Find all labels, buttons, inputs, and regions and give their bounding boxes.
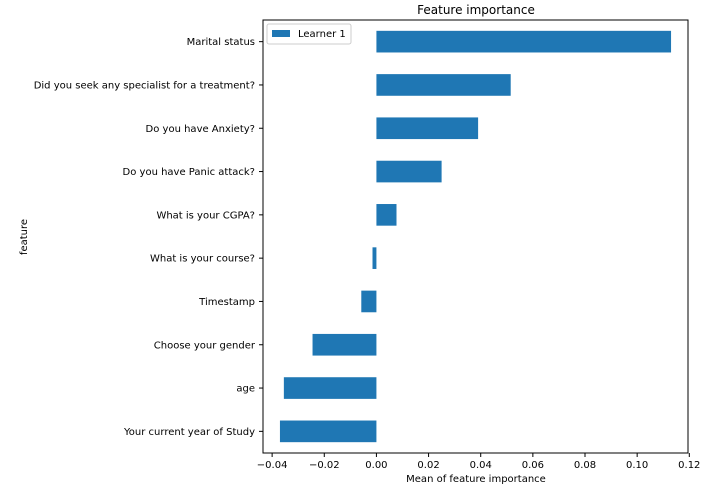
legend-label: Learner 1	[298, 29, 346, 40]
y-tick-label: What is your CGPA?	[156, 210, 255, 221]
y-tick-label: Did you seek any specialist for a treatm…	[34, 80, 255, 91]
bar-8	[283, 377, 377, 399]
bar-7	[312, 333, 377, 356]
x-axis-ticks: −0.04 −0.02 0.00 0.02 0.04 0.06 0.08 0.10 0.12	[257, 453, 700, 471]
x-axis-title: Mean of feature importance	[406, 474, 546, 485]
y-tick-label: Timestamp	[198, 297, 255, 308]
x-tick-label: 0.12	[678, 460, 700, 471]
x-tick-label: −0.02	[309, 460, 340, 471]
legend-swatch	[272, 30, 290, 37]
chart-title: Feature importance	[417, 3, 535, 17]
y-tick-label: Choose your gender	[154, 340, 256, 351]
x-tick-label: −0.04	[257, 460, 288, 471]
x-tick-label: 0.08	[574, 460, 596, 471]
x-tick-label: 0.10	[626, 460, 648, 471]
bar-3	[376, 160, 442, 183]
x-tick-label: 0.02	[417, 460, 439, 471]
y-tick-label: age	[236, 384, 255, 395]
bar-4	[376, 204, 397, 226]
bar-0	[376, 30, 672, 53]
bar-6	[361, 290, 377, 313]
y-tick-label: What is your course?	[150, 254, 255, 265]
bar-group	[279, 30, 672, 443]
y-axis-ticks: Marital status Did you seek any specialis…	[34, 37, 263, 438]
legend-box	[266, 23, 352, 45]
y-tick-label: Marital status	[187, 37, 255, 48]
y-tick-label: Do you have Panic attack?	[123, 167, 255, 178]
bar-9	[279, 420, 377, 443]
y-tick-label: Do you have Anxiety?	[146, 124, 255, 135]
x-tick-label: 0.04	[470, 460, 492, 471]
plot-frame	[262, 19, 689, 454]
bar-5	[372, 247, 377, 269]
y-tick-label: Your current year of Study	[123, 427, 255, 438]
x-tick-label: 0.06	[522, 460, 544, 471]
bar-2	[376, 117, 479, 140]
x-tick-label: 0.00	[365, 460, 387, 471]
bar-1	[376, 74, 511, 96]
legend: Learner 1	[266, 23, 352, 45]
y-axis-title: feature	[19, 219, 30, 255]
